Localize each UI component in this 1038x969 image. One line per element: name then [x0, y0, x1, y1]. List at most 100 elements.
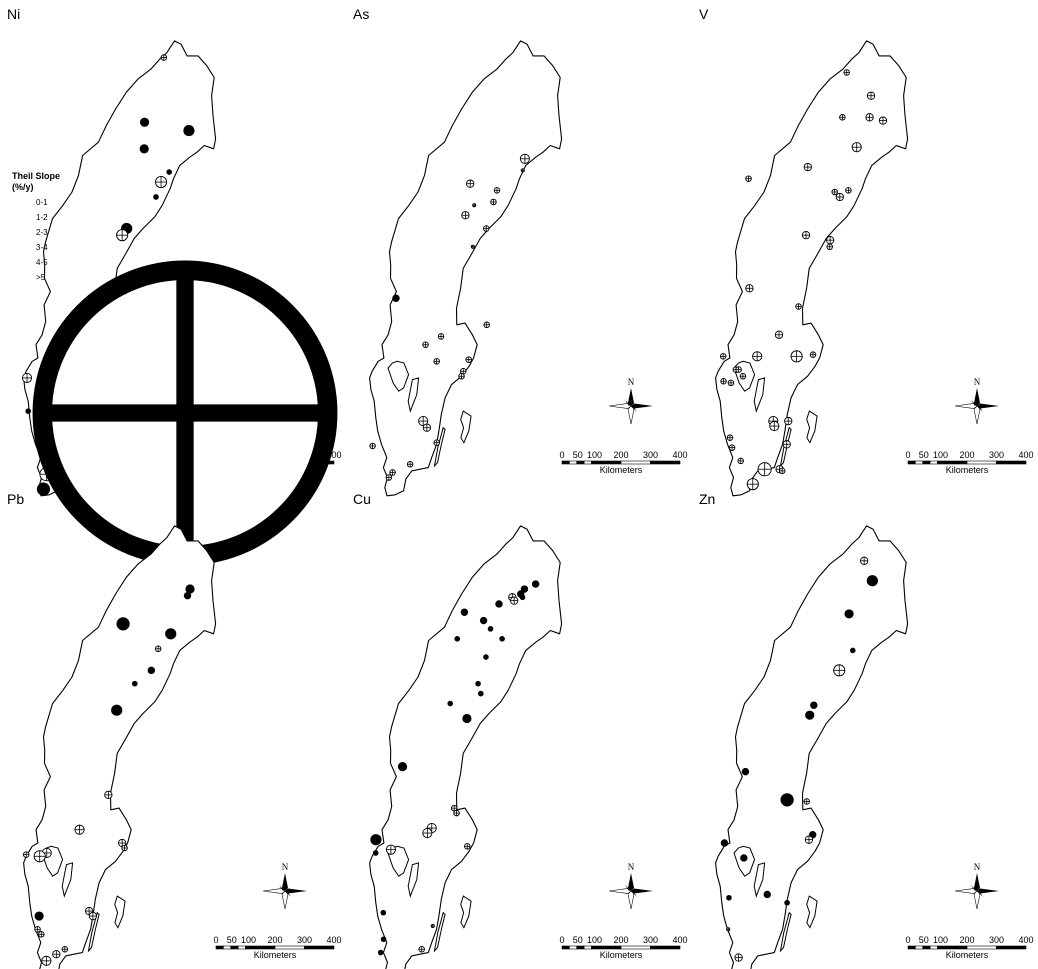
lake-outline	[407, 377, 420, 413]
site-marker	[774, 330, 784, 339]
site-marker	[737, 457, 744, 465]
site-marker	[831, 188, 838, 196]
site-marker	[116, 617, 130, 631]
site-marker	[464, 843, 471, 850]
site-marker	[866, 575, 878, 587]
scale-tick-label: 300	[989, 935, 1004, 945]
site-marker	[844, 609, 854, 619]
island-outline	[806, 895, 818, 929]
scale-tick-label: 300	[643, 450, 658, 460]
site-marker	[849, 647, 856, 654]
island-outline	[87, 911, 100, 953]
map-panel-v: V N 0 50 100 200 300 400 Kilometers	[692, 0, 1038, 497]
map-panel-zn: Zn N 0 50 100 200 300 400 Kilometers	[692, 485, 1038, 969]
panel-title: Cu	[353, 491, 371, 507]
scale-unit-label: Kilometers	[946, 950, 989, 960]
site-marker	[741, 767, 750, 776]
north-arrow-icon: N	[608, 377, 653, 425]
site-marker	[121, 844, 128, 852]
scale-tick-label: 100	[933, 450, 948, 460]
site-marker	[36, 482, 51, 496]
site-marker	[843, 69, 850, 76]
scale-bar: 0 50 100 200 300 400 Kilometers	[905, 935, 1033, 960]
site-marker	[34, 926, 41, 933]
site-marker	[154, 645, 162, 653]
scale-tick-label: 0	[213, 935, 218, 945]
site-marker	[385, 474, 393, 481]
island-outline	[460, 410, 472, 444]
scale-unit-label: Kilometers	[946, 465, 989, 475]
scale-unit-label: Kilometers	[600, 950, 643, 960]
scale-tick-label: 200	[613, 450, 628, 460]
site-marker	[433, 439, 440, 446]
legend-label: 4-5	[36, 258, 48, 267]
site-marker	[531, 580, 540, 588]
site-marker	[483, 225, 490, 232]
site-marker	[466, 179, 475, 188]
site-marker	[131, 680, 138, 687]
site-marker	[21, 372, 33, 383]
site-marker	[61, 945, 69, 953]
scale-tick-label: 200	[959, 935, 974, 945]
island-outline	[806, 410, 818, 444]
site-marker	[487, 626, 494, 632]
scale-bar: 0 50 100 200 300 400 Kilometers	[905, 450, 1033, 475]
site-marker	[801, 231, 811, 240]
north-label: N	[628, 862, 635, 872]
legend-item: >5	[12, 260, 338, 566]
site-marker	[727, 379, 735, 387]
map-canvas: N 0 50 100 200 300 400 Kilometers	[715, 525, 1034, 969]
scale-tick-label: 100	[933, 935, 948, 945]
site-marker	[140, 117, 150, 127]
site-marker	[380, 909, 387, 916]
site-marker	[104, 790, 113, 800]
site-marker	[493, 187, 501, 194]
site-marker	[825, 235, 835, 245]
lake-outline	[407, 862, 420, 898]
site-marker	[430, 923, 435, 929]
site-marker	[461, 211, 470, 220]
site-marker	[433, 358, 440, 365]
scale-tick-label: 300	[989, 450, 1004, 460]
island-outline	[460, 895, 472, 929]
scale-tick-label: 100	[587, 935, 602, 945]
site-marker	[720, 377, 727, 385]
site-marker	[165, 628, 177, 640]
site-marker	[784, 899, 790, 906]
site-marker	[490, 198, 497, 206]
map-panel-as: As N 0 50 100 200 300 400 Kilometers	[346, 0, 692, 497]
island-outline	[433, 426, 446, 468]
site-marker	[865, 113, 874, 122]
site-marker	[418, 945, 425, 953]
site-marker	[778, 467, 786, 475]
site-marker	[719, 353, 727, 360]
country-outline	[369, 525, 563, 969]
scale-tick-label: 300	[643, 935, 658, 945]
legend-label: 3-4	[36, 243, 48, 252]
site-marker	[479, 616, 488, 625]
site-marker	[422, 827, 433, 839]
site-marker	[478, 690, 484, 697]
site-marker	[726, 894, 732, 901]
legend-unit: (%/y)	[12, 182, 34, 192]
site-marker	[111, 704, 123, 716]
site-marker	[147, 666, 155, 675]
site-marker	[483, 321, 490, 329]
site-marker	[475, 680, 481, 687]
map-canvas: N 0 50 100 200 300 400 Kilometers	[715, 40, 1034, 497]
map-canvas: N 0 50 100 200 300 400 Kilometers	[369, 40, 688, 497]
site-marker	[519, 594, 526, 601]
site-marker	[809, 351, 817, 358]
island-outline	[114, 895, 126, 929]
site-marker	[833, 664, 846, 677]
site-marker	[183, 124, 195, 137]
north-arrow-icon: N	[262, 862, 307, 910]
scale-tick-label: 50	[919, 935, 929, 945]
site-marker	[437, 333, 445, 340]
site-marker	[757, 462, 772, 477]
site-marker	[380, 936, 387, 943]
site-marker	[389, 469, 396, 476]
legend-label: >5	[36, 273, 46, 282]
site-marker	[769, 421, 780, 432]
site-marker	[154, 175, 168, 189]
